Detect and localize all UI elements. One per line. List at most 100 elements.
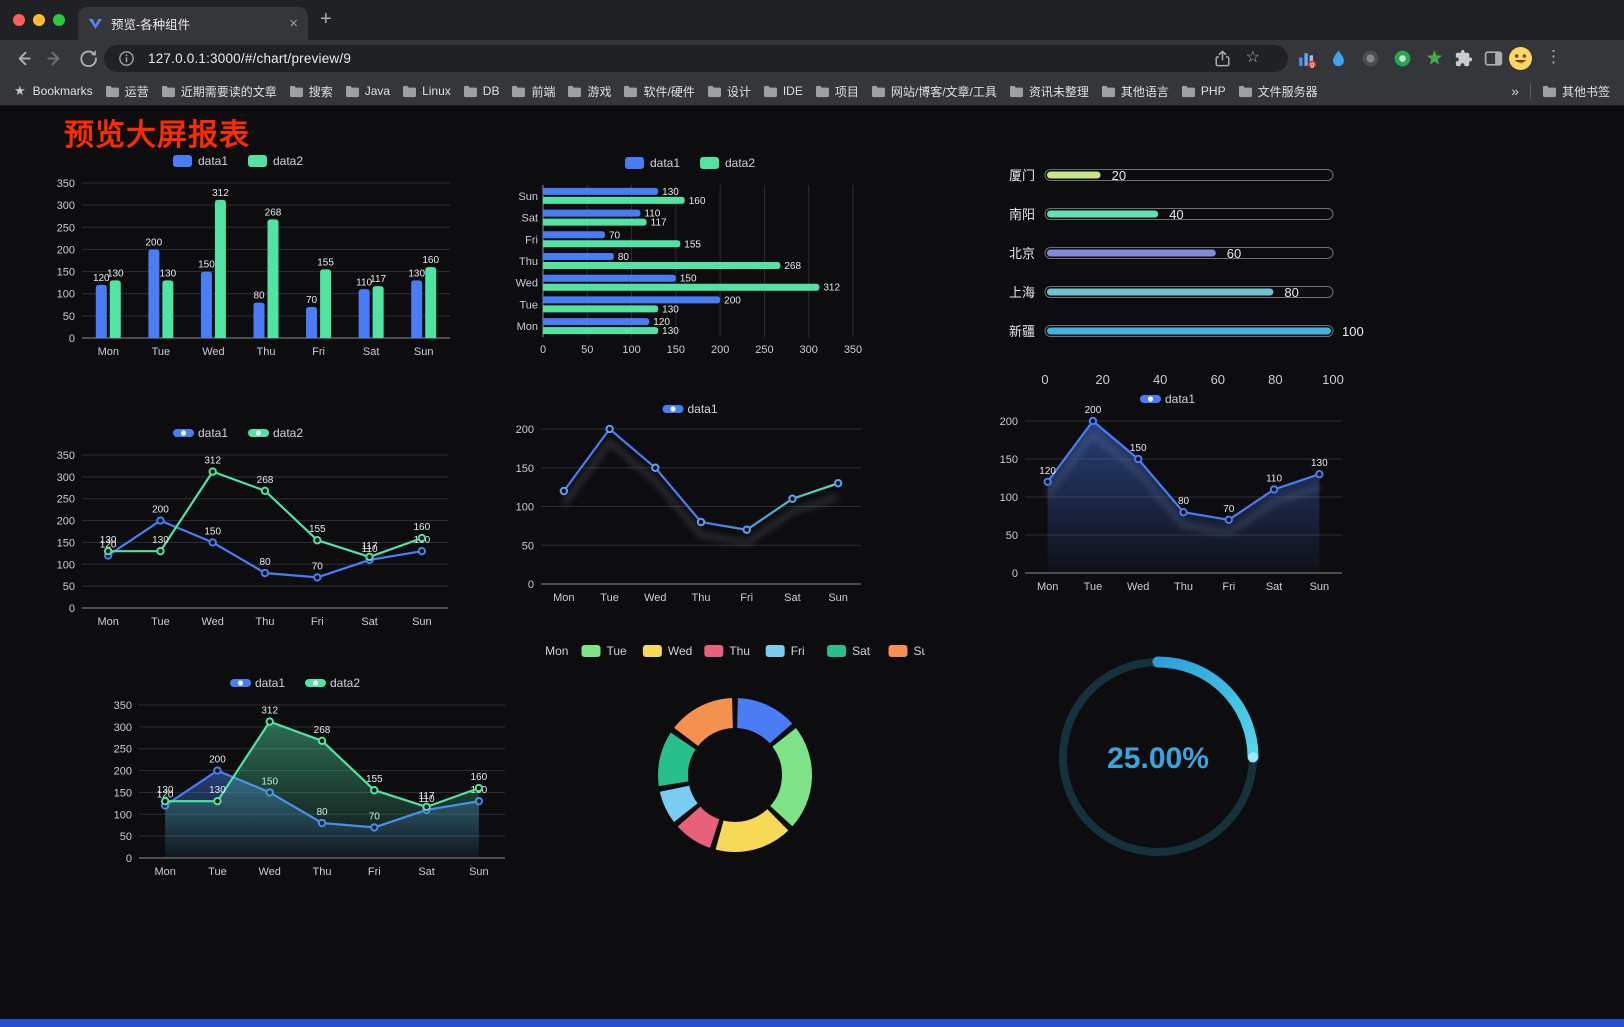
svg-text:0: 0: [1012, 568, 1018, 580]
svg-text:110: 110: [419, 794, 435, 805]
svg-text:130: 130: [209, 785, 226, 796]
bookmark-folder[interactable]: 其他语言: [1095, 80, 1175, 103]
share-icon[interactable]: [1213, 49, 1232, 68]
bookmark-folder[interactable]: 设计: [701, 80, 757, 103]
svg-text:300: 300: [57, 200, 75, 212]
svg-text:250: 250: [755, 344, 773, 356]
svg-text:312: 312: [261, 706, 278, 717]
bookmark-label: Linux: [422, 84, 451, 98]
tab-close-icon[interactable]: ×: [289, 15, 298, 32]
svg-text:150: 150: [57, 267, 75, 279]
browser-menu-icon[interactable]: ⋮: [1545, 47, 1562, 66]
url-text[interactable]: 127.0.0.1:3000/#/chart/preview/9: [148, 51, 352, 66]
svg-text:Thu: Thu: [692, 592, 711, 604]
svg-text:160: 160: [471, 772, 488, 783]
bookmark-label: 搜索: [308, 84, 333, 99]
bookmark-folder[interactable]: Java: [339, 81, 396, 101]
svg-text:0: 0: [1041, 372, 1048, 387]
tab-favicon: [88, 18, 103, 30]
bookmark-folder[interactable]: IDE: [757, 81, 809, 101]
reload-icon[interactable]: [78, 48, 99, 69]
svg-text:250: 250: [57, 494, 75, 506]
new-tab-button[interactable]: +: [320, 8, 332, 30]
svg-text:120: 120: [93, 273, 110, 284]
bookmark-label: Java: [364, 84, 391, 98]
bookmark-this-star-icon[interactable]: ☆: [1245, 49, 1260, 66]
forward-icon[interactable]: [45, 48, 66, 69]
extension-icon-5[interactable]: [1424, 48, 1445, 69]
side-panel-icon[interactable]: [1483, 48, 1504, 69]
svg-text:Mon: Mon: [553, 592, 574, 604]
window-minimize-button[interactable]: [33, 14, 45, 26]
svg-text:250: 250: [114, 744, 132, 756]
window-zoom-button[interactable]: [53, 14, 65, 26]
bookmark-label: 网站/博客/文章/工具: [890, 84, 997, 99]
window-close-button[interactable]: [13, 14, 25, 26]
bookmarks-overflow-chevron[interactable]: »: [1511, 83, 1519, 99]
page-footer-strip: [0, 1019, 1624, 1027]
bookmark-folder[interactable]: 网站/博客/文章/工具: [865, 80, 1003, 103]
folder-icon: [624, 85, 638, 97]
svg-text:data2: data2: [330, 676, 360, 690]
bookmark-folder[interactable]: 近期需要读的文章: [155, 80, 283, 103]
svg-text:100: 100: [1000, 492, 1018, 504]
bookmark-label: 软件/硬件: [643, 84, 695, 99]
grouped-bar-chart: data1 data2 0 50 100 150 200 250 300 350 Mon 120 130…: [38, 149, 458, 364]
svg-text:130: 130: [1311, 458, 1328, 469]
svg-text:200: 200: [114, 766, 132, 778]
svg-text:Sun: Sun: [518, 191, 538, 203]
bookmarks-manager-item[interactable]: ★ Bookmarks: [8, 80, 99, 102]
browser-tab[interactable]: 预览-各种组件 ×: [78, 7, 308, 40]
bookmark-folder[interactable]: 文件服务器: [1232, 80, 1324, 103]
svg-text:70: 70: [1223, 504, 1235, 515]
extension-icon-1[interactable]: g: [1296, 48, 1317, 69]
svg-text:0: 0: [126, 853, 132, 865]
bookmark-folder[interactable]: 游戏: [561, 80, 617, 103]
svg-text:200: 200: [1000, 416, 1018, 428]
extension-icon-4[interactable]: [1392, 48, 1413, 69]
bookmark-label: PHP: [1200, 84, 1226, 98]
other-bookmarks-folder[interactable]: 其他书签: [1536, 80, 1616, 103]
bookmark-folder[interactable]: 软件/硬件: [617, 80, 700, 103]
bookmark-folder[interactable]: 运营: [99, 80, 155, 103]
svg-text:117: 117: [370, 274, 386, 285]
svg-text:Fri: Fri: [525, 234, 538, 246]
bookmark-folder[interactable]: 搜索: [283, 80, 339, 103]
svg-text:100: 100: [1322, 372, 1344, 387]
extension-icon-2[interactable]: [1328, 48, 1349, 69]
extension-icon-3[interactable]: [1360, 48, 1381, 69]
bookmark-label: 近期需要读的文章: [180, 84, 277, 99]
bookmark-folder[interactable]: 资讯未整理: [1003, 80, 1095, 103]
folder-icon: [1181, 85, 1195, 97]
svg-text:80: 80: [259, 557, 271, 568]
svg-text:130: 130: [160, 268, 177, 279]
svg-text:Tue: Tue: [607, 644, 628, 658]
bookmark-folder[interactable]: 项目: [809, 80, 865, 103]
svg-text:150: 150: [1000, 454, 1018, 466]
svg-text:Mon: Mon: [98, 346, 119, 358]
svg-text:Sat: Sat: [418, 866, 435, 878]
svg-text:130: 130: [662, 304, 679, 315]
svg-text:Thu: Thu: [257, 346, 276, 358]
svg-text:25.00%: 25.00%: [1107, 742, 1209, 775]
bookmark-folder[interactable]: 前端: [505, 80, 561, 103]
svg-text:50: 50: [120, 831, 132, 843]
extensions-puzzle-icon[interactable]: [1453, 48, 1474, 69]
folder-icon: [403, 85, 417, 97]
bookmark-folder[interactable]: Linux: [396, 81, 457, 101]
profile-avatar[interactable]: [1508, 46, 1533, 71]
bookmark-folder[interactable]: PHP: [1175, 81, 1232, 101]
folder-icon: [568, 85, 582, 97]
svg-text:160: 160: [422, 255, 439, 266]
svg-text:Sun: Sun: [412, 616, 432, 628]
address-bar[interactable]: 127.0.0.1:3000/#/chart/preview/9 ☆: [104, 45, 1288, 72]
svg-text:300: 300: [114, 722, 132, 734]
back-icon[interactable]: [12, 48, 33, 69]
site-info-icon[interactable]: [117, 49, 136, 68]
bookmarks-list: 运营 近期需要读的文章 搜索 Java Linux DB 前端 游戏 软件/硬件 设计 IDE 项目 网…: [99, 80, 1324, 103]
bookmark-label: 项目: [834, 84, 859, 99]
svg-text:Mon: Mon: [154, 866, 175, 878]
svg-text:350: 350: [114, 700, 132, 712]
svg-text:160: 160: [414, 522, 431, 533]
bookmark-folder[interactable]: DB: [457, 81, 506, 101]
